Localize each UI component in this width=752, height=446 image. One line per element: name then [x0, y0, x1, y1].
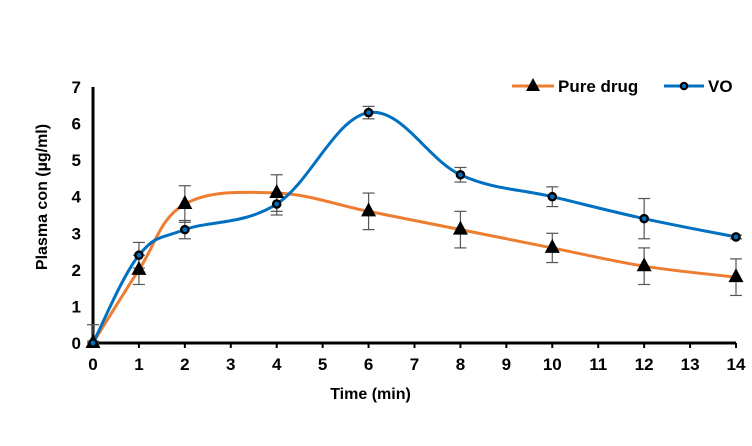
- y-tick-label: 6: [72, 115, 81, 134]
- legend-marker-vo: [679, 81, 689, 91]
- data-point-vo: [180, 224, 190, 235]
- x-tick-label: 13: [681, 355, 700, 374]
- series-line-vo: [91, 110, 737, 344]
- data-point-pure-drug: [728, 268, 744, 283]
- x-tick-label: 10: [543, 355, 562, 374]
- x-tick-label: 6: [364, 355, 373, 374]
- y-tick-label: 2: [72, 261, 81, 280]
- data-point-pure-drug: [544, 238, 560, 253]
- x-tick-label: 9: [502, 355, 511, 374]
- legend: Pure drug VO: [512, 77, 733, 96]
- markers-layer: [85, 105, 744, 348]
- x-tick-label: 8: [456, 355, 465, 374]
- y-tick-label: 5: [72, 151, 81, 170]
- data-point-pure-drug: [636, 257, 652, 272]
- data-point-vo: [134, 250, 144, 261]
- x-tick-label: 3: [226, 355, 235, 374]
- x-tick-label: 12: [635, 355, 654, 374]
- legend-label-pure-drug: Pure drug: [558, 77, 638, 96]
- data-point-pure-drug: [361, 202, 377, 217]
- x-axis-label: Time (min): [330, 386, 411, 403]
- y-tick-label: 4: [72, 188, 82, 207]
- x-tick-label: 7: [410, 355, 419, 374]
- data-point-vo: [271, 199, 282, 209]
- legend-item-vo: VO: [664, 77, 733, 96]
- x-tick-label: 4: [272, 355, 282, 374]
- x-tick-label: 0: [88, 355, 97, 374]
- x-ticks: 0 1 2 3 4 5 6 7 8 9 10 11 12 13 14: [88, 343, 746, 374]
- y-tick-label: 3: [72, 224, 81, 243]
- x-tick-label: 11: [589, 355, 607, 374]
- data-point-vo: [455, 169, 466, 180]
- data-point-pure-drug: [269, 184, 285, 199]
- data-point-pure-drug: [131, 260, 147, 275]
- y-tick-label: 0: [72, 334, 81, 353]
- y-axis-label: Plasma con (µg/ml): [34, 124, 51, 270]
- data-point-pure-drug: [452, 220, 468, 235]
- x-tick-label: 5: [318, 355, 327, 374]
- data-point-vo: [88, 338, 98, 348]
- y-tick-label: 7: [72, 78, 81, 97]
- data-point-vo: [639, 213, 649, 224]
- data-point-pure-drug: [177, 195, 193, 210]
- y-ticks: 0 1 2 3 4 5 6 7: [72, 78, 82, 353]
- data-point-vo: [731, 232, 741, 242]
- x-tick-label: 1: [134, 355, 143, 374]
- x-tick-label: 2: [180, 355, 189, 374]
- data-point-vo: [547, 191, 558, 202]
- x-tick-label: 14: [727, 355, 746, 374]
- legend-label-vo: VO: [708, 77, 733, 96]
- y-tick-label: 1: [72, 297, 81, 316]
- series-layer: [91, 110, 737, 344]
- legend-marker-pure-drug: [526, 78, 540, 91]
- data-point-vo: [363, 107, 374, 118]
- legend-item-pure-drug: Pure drug: [512, 77, 638, 96]
